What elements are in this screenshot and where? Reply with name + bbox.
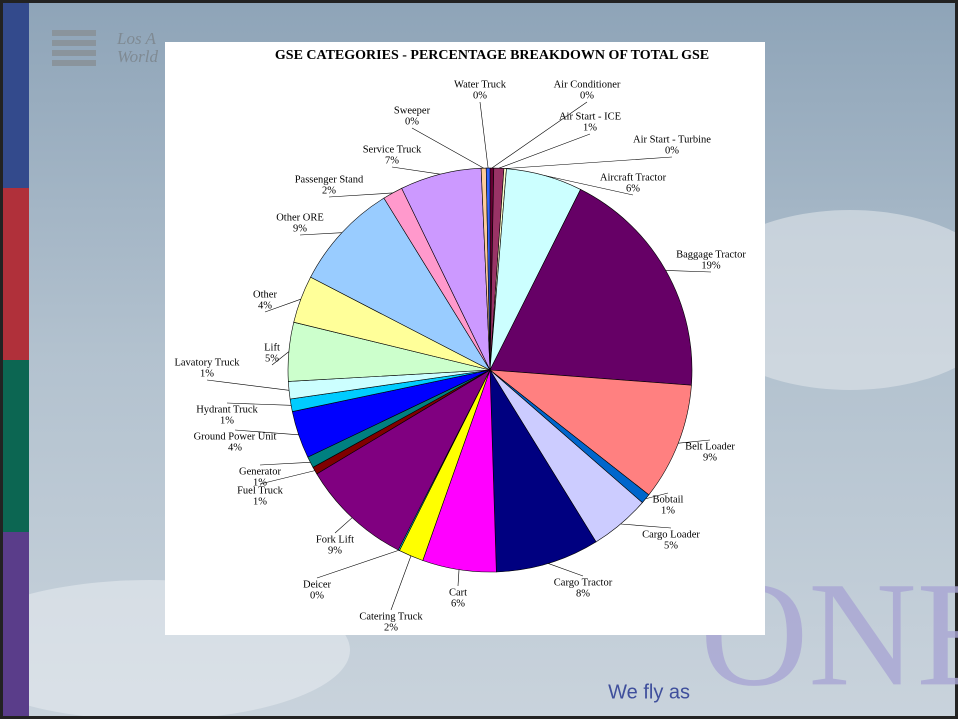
tagline: We fly as [608,681,690,703]
slice-label: Sweeper [394,105,431,116]
value-label: 4% [228,442,242,453]
leader-line [620,523,672,529]
value-label: 1% [253,477,267,488]
stripe [3,360,29,532]
value-label: 1% [583,122,597,133]
leader-line [390,555,412,611]
slice-label: Hydrant Truck [196,404,258,415]
slice-label: Bobtail [653,494,684,505]
value-label: 1% [200,368,214,379]
value-label: 5% [265,353,279,364]
leader-line [259,461,311,466]
logo-text: World [117,47,158,66]
leader-line [411,127,484,169]
leader-line [226,402,292,406]
value-label: 0% [665,145,679,156]
slice-label: Catering Truck [359,611,423,622]
slice-label: Fuel Truck [237,485,284,496]
value-label: 1% [220,415,234,426]
pie-slice [489,189,693,386]
leader-line [548,563,584,577]
leader-line [328,192,393,198]
value-label: 2% [322,185,336,196]
slice-label: Passenger Stand [295,174,364,185]
leader-line [299,232,342,236]
pie-slice [489,368,597,573]
slice-label: Water Truck [454,79,507,90]
value-label: 0% [405,116,419,127]
leader-line [665,270,712,273]
slice-label: Cart [449,587,467,598]
leader-line [457,569,460,587]
slice-label: Baggage Tractor [676,249,746,260]
leader-line [479,101,489,169]
value-label: 0% [473,90,487,101]
leader-line [645,492,669,500]
value-label: 7% [385,155,399,166]
pie-slice [485,167,491,371]
leader-line [206,379,290,391]
value-label: 9% [703,452,717,463]
value-label: 8% [576,588,590,599]
stripe [3,3,29,188]
slice-label: Cargo Loader [642,529,700,540]
slice-label: Aircraft Tractor [600,172,667,183]
pie-slice [489,369,692,496]
value-label: 9% [328,545,342,556]
value-label: 1% [253,496,267,507]
logo-text: Los A [116,29,157,48]
leader-line [259,470,315,485]
leader-line [678,439,711,444]
slice-label: Lavatory Truck [174,357,240,368]
value-label: 1% [661,505,675,516]
slice-label: Lift [264,342,280,353]
chart-title: GSE CATEGORIES - PERCENTAGE BREAKDOWN OF… [275,48,709,63]
slice-label: Air Start - ICE [559,111,621,122]
stripe [3,188,29,360]
slice-label: Service Truck [363,144,422,155]
leader-line [234,429,299,436]
leader-line [334,517,353,534]
value-label: 9% [293,223,307,234]
slice-label: Belt Loader [685,441,735,452]
leader-line [391,166,441,175]
value-label: 6% [451,598,465,609]
slice-label: Other [253,289,277,300]
leader-line [505,156,673,169]
slice-label: Air Conditioner [554,79,621,90]
leader-line [264,298,301,313]
pie-slice [316,369,491,551]
leader-line [316,549,399,579]
leader-line [491,101,588,169]
slice-label: Air Start - Turbine [633,134,711,145]
slice-label: Other ORE [276,212,324,223]
slice-label: Cargo Tractor [554,577,613,588]
value-label: 0% [580,90,594,101]
value-label: 6% [626,183,640,194]
value-label: 5% [664,540,678,551]
leader-line [544,175,634,196]
leader-line [498,133,591,169]
value-label: 2% [384,622,398,633]
slice-label: Ground Power Unit [194,431,277,442]
leader-line [271,351,290,366]
value-label: 0% [310,590,324,601]
slice-label: Fork Lift [316,534,354,545]
slice-label: Deicer [303,579,331,590]
stripe [3,532,29,716]
value-label: 19% [701,260,721,271]
value-label: 4% [258,300,272,311]
slice-label: Generator [239,466,281,477]
logo-mark [52,30,96,66]
